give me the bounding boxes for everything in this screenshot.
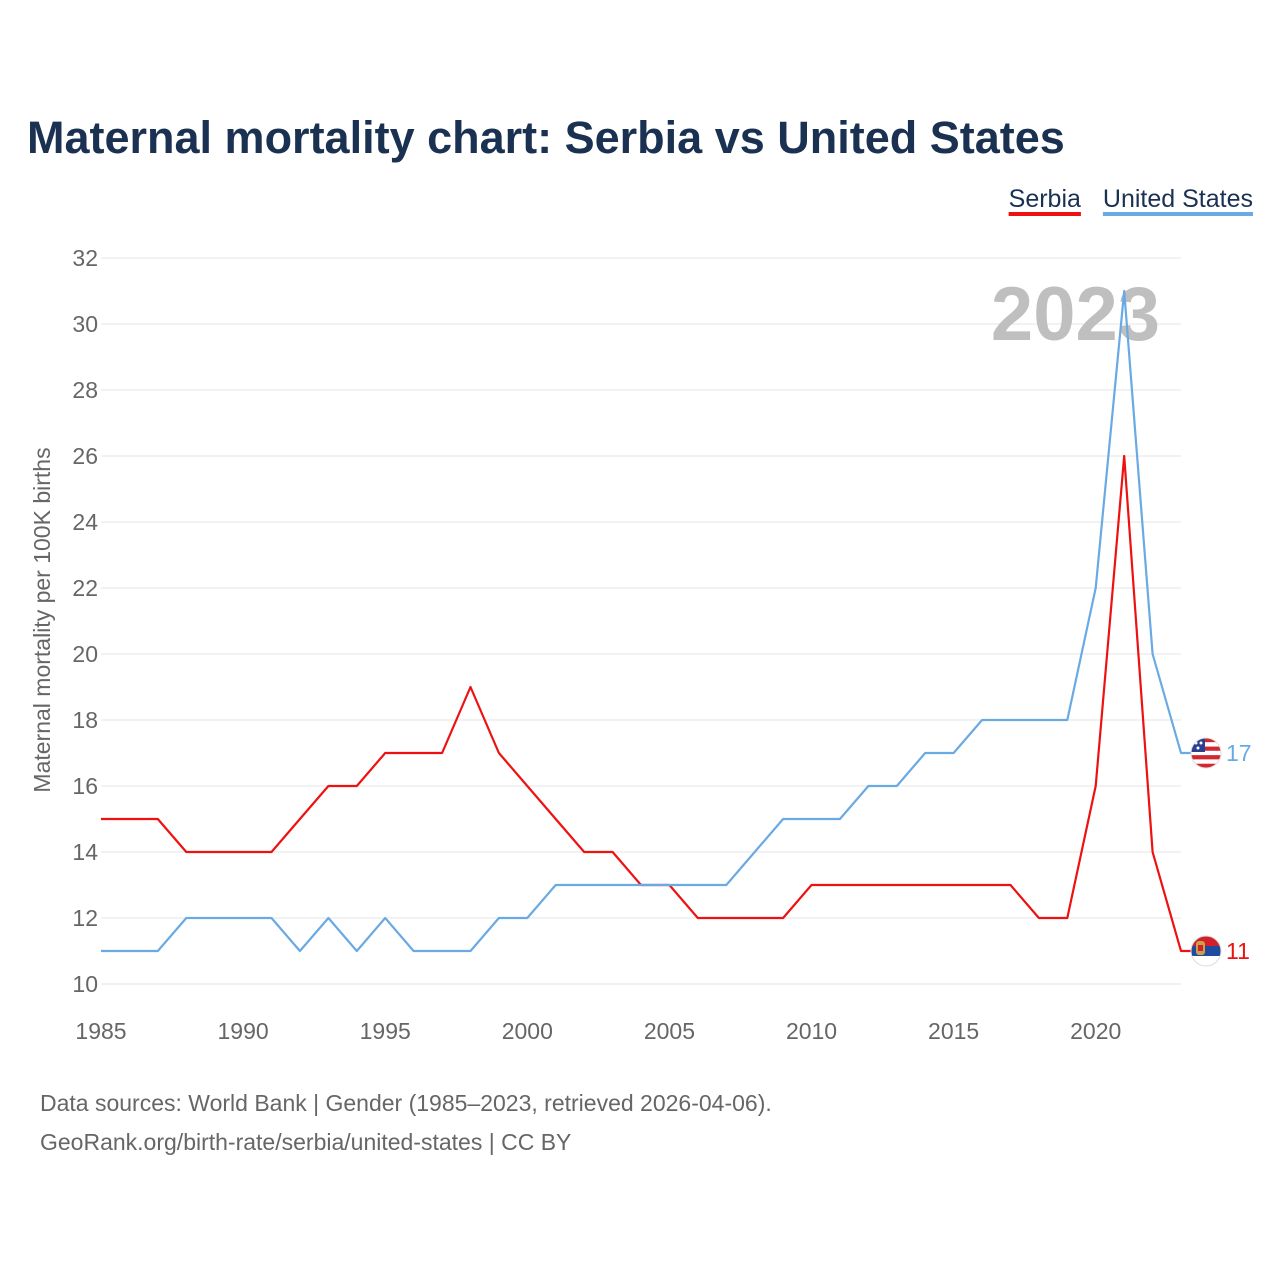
credit-note: GeoRank.org/birth-rate/serbia/united-sta… <box>40 1129 571 1155</box>
y-tick-label: 30 <box>72 311 98 337</box>
end-value-united-states: 17 <box>1226 740 1252 766</box>
chart-title: Maternal mortality chart: Serbia vs Unit… <box>27 112 1065 163</box>
y-tick-label: 14 <box>72 839 98 865</box>
series-lines <box>101 289 1191 953</box>
x-tick-label: 1990 <box>218 1018 269 1044</box>
y-tick-label: 16 <box>72 773 98 799</box>
y-tick-label: 20 <box>72 641 98 667</box>
year-watermark: 2023 <box>991 272 1160 357</box>
y-tick-label: 28 <box>72 377 98 403</box>
legend-label-united-states: United States <box>1103 185 1253 213</box>
legend-item-united-states[interactable]: United States <box>1102 185 1253 216</box>
series-line-united-states <box>101 289 1191 953</box>
y-axis-label: Maternal mortality per 100K births <box>29 447 55 792</box>
legend-swatch-serbia <box>1008 212 1081 216</box>
y-tick-label: 18 <box>72 707 98 733</box>
x-tick-label: 2005 <box>644 1018 695 1044</box>
x-tick-label: 2010 <box>786 1018 837 1044</box>
x-tick-label: 1985 <box>75 1018 126 1044</box>
x-tick-label: 2000 <box>502 1018 553 1044</box>
legend-label-serbia: Serbia <box>1009 185 1081 213</box>
y-axis-ticks: 10 12 14 16 18 20 22 24 26 28 30 32 <box>72 245 98 997</box>
serbia-flag-icon <box>1190 935 1222 967</box>
y-tick-label: 24 <box>72 509 98 535</box>
series-line-serbia <box>101 454 1191 953</box>
x-tick-label: 2015 <box>928 1018 979 1044</box>
grid <box>101 257 1181 985</box>
y-tick-label: 22 <box>72 575 98 601</box>
legend-swatch-united-states <box>1102 212 1253 216</box>
y-tick-label: 32 <box>72 245 98 271</box>
x-axis-ticks: 1985 1990 1995 2000 2005 2010 2015 2020 <box>75 1018 1121 1044</box>
y-tick-label: 12 <box>72 905 98 931</box>
source-note: Data sources: World Bank | Gender (1985–… <box>40 1090 772 1116</box>
legend-item-serbia[interactable]: Serbia <box>1008 185 1081 216</box>
end-markers: 11 17 <box>1190 737 1252 967</box>
end-value-serbia: 11 <box>1226 938 1250 964</box>
legend: United States Serbia <box>1008 185 1253 216</box>
y-tick-label: 10 <box>72 971 98 997</box>
usa-flag-icon <box>1190 737 1222 769</box>
x-tick-label: 1995 <box>360 1018 411 1044</box>
x-tick-label: 2020 <box>1070 1018 1121 1044</box>
y-tick-label: 26 <box>72 443 98 469</box>
